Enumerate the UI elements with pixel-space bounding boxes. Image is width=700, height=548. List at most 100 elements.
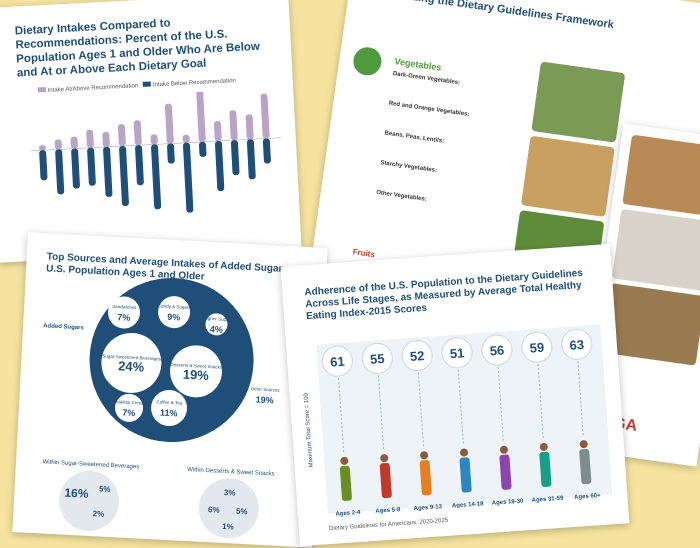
bubble-value: 19% [182, 367, 209, 383]
photo [520, 135, 615, 217]
score-circle [561, 328, 593, 360]
bar-down [183, 142, 194, 213]
bar-up [245, 114, 254, 140]
score: 59 [529, 340, 544, 356]
bar-down [55, 149, 65, 195]
person-head [539, 442, 548, 451]
bubble-value: 4% [209, 324, 223, 335]
page-title: Adherence of the U.S. Population to the … [304, 267, 584, 323]
sub-value: 5% [99, 484, 111, 494]
item-label: Other Vegetables: [375, 189, 428, 203]
score-circle [481, 334, 513, 366]
person-body [539, 451, 552, 487]
person-body [499, 454, 512, 490]
age-label: Ages 14-18 [452, 501, 485, 509]
bar-up [102, 131, 110, 147]
page-adherence: Adherence of the U.S. Population to the … [280, 243, 630, 547]
legend-item: Intake Below Recommendation [152, 78, 236, 89]
bar-illustration [31, 87, 281, 213]
bar-down [71, 148, 80, 189]
list-item: Other Vegetables: [376, 190, 506, 214]
bubble-chart: Sandwiches 7% Candy & Sugars 9% Higher Sugar… [43, 278, 281, 539]
bar-up [182, 134, 190, 143]
bar-up [150, 134, 158, 145]
section-badge [351, 45, 384, 78]
list-item: Starchy Vegetables: [380, 160, 510, 184]
bubble [101, 332, 162, 393]
bubble-label: Sandwiches [112, 304, 137, 310]
age-label: Ages 60+ [574, 493, 601, 501]
bar-up [229, 110, 238, 141]
age-label: Ages 9-13 [413, 504, 442, 512]
bar-down [103, 146, 113, 197]
bubble [250, 380, 279, 409]
age-label: Ages 5-8 [375, 507, 401, 515]
sub-value: 5% [236, 507, 248, 517]
age-label: Ages 2-4 [335, 510, 361, 518]
bubble [158, 296, 191, 329]
dotted-line [497, 366, 504, 442]
person-body [579, 448, 592, 485]
person-body [339, 465, 352, 501]
page-title: Dietary Intakes Compared to Recommendati… [14, 17, 261, 80]
person-body [379, 462, 392, 499]
bar-down [262, 138, 271, 164]
bubble-value: 24% [118, 358, 145, 374]
age-label: Ages 19-30 [492, 498, 525, 506]
axis [31, 137, 281, 152]
list-item: Beans, Peas, Lentils: [384, 130, 514, 154]
photo [611, 208, 700, 292]
score: 56 [489, 342, 504, 358]
item-label: Red and Orange Vegetables: [388, 100, 470, 118]
person-head [499, 445, 508, 454]
bar-down [167, 143, 175, 164]
item-label: Dark-Green Vegetables: [392, 71, 461, 87]
page-title: Customizing the Dietary Guidelines Frame… [368, 0, 615, 32]
dotted-line [537, 364, 544, 439]
dotted-line [417, 372, 425, 448]
bubble-value: 7% [122, 408, 136, 419]
item-label: Beans, Peas, Lentils: [384, 130, 445, 145]
sub-frame [198, 478, 259, 539]
photo [531, 61, 626, 143]
bar-up [133, 120, 142, 146]
bar-down [246, 139, 256, 180]
bubble [170, 345, 223, 398]
person-head [340, 456, 349, 465]
bubble [107, 296, 140, 329]
score-circle [401, 340, 433, 372]
bar-down [39, 150, 48, 181]
bubble-value: 11% [160, 408, 178, 419]
bar-down [87, 147, 96, 186]
score: 61 [330, 354, 345, 370]
bar-up [54, 139, 62, 150]
bubble-label: Sugar-Sweetened Beverages [102, 353, 162, 361]
item-label: Starchy Vegetables: [379, 160, 438, 175]
bar-down [198, 141, 207, 157]
dotted-line [577, 361, 584, 437]
score-circle [441, 337, 473, 369]
plot-bg [316, 324, 613, 515]
bar-down [119, 146, 129, 207]
bar-up [213, 121, 222, 142]
bubble-label: Desserts & Sweet Snacks [170, 362, 223, 370]
sub-value: 2% [92, 509, 104, 519]
bar-up [164, 103, 174, 144]
bar-up [70, 136, 78, 149]
bubble-label: Coffee & Tea [156, 399, 183, 405]
sub-value: 1% [222, 522, 234, 532]
sub-value: 6% [208, 505, 220, 515]
score: 52 [409, 348, 424, 364]
page-sugars: Top Sources and Average Intakes of Added… [12, 232, 328, 548]
bubble [205, 313, 228, 336]
item-list: Dark-Green Vegetables: Red and Orange Veg… [372, 71, 522, 238]
sub-value: 16% [64, 486, 89, 501]
score: 55 [370, 351, 385, 367]
bubble-label: Higher Sugar [203, 316, 230, 322]
person-body [459, 457, 472, 493]
person-head [380, 454, 389, 463]
score: 51 [449, 345, 464, 361]
bar-down [214, 141, 225, 192]
bar-down [151, 144, 162, 210]
